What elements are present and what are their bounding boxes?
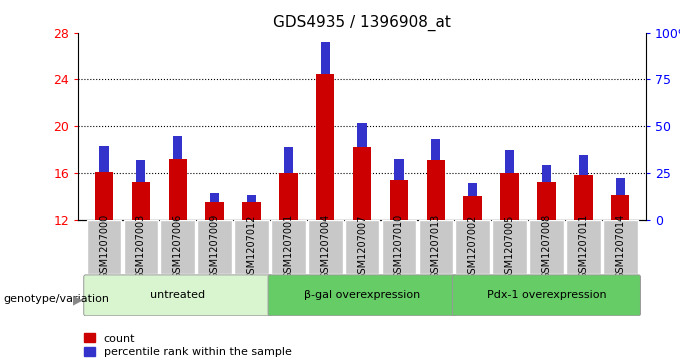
Bar (381, 220, 416, 274)
Bar (505, 150, 514, 173)
Bar (500, 173, 519, 220)
Bar (611, 195, 630, 220)
Text: GSM1207003: GSM1207003 (136, 214, 146, 280)
Text: GSM1207001: GSM1207001 (284, 214, 293, 280)
Bar (210, 193, 219, 202)
Title: GDS4935 / 1396908_at: GDS4935 / 1396908_at (273, 15, 451, 31)
Text: GSM1207013: GSM1207013 (431, 214, 441, 280)
Bar (316, 74, 335, 220)
Bar (279, 173, 298, 220)
Bar (132, 182, 150, 220)
Bar (205, 202, 224, 220)
Bar (136, 160, 146, 182)
Bar (468, 183, 477, 196)
Bar (160, 220, 195, 274)
Legend: count, percentile rank within the sample: count, percentile rank within the sample (84, 333, 292, 358)
Bar (464, 196, 482, 220)
Bar (542, 166, 551, 182)
Bar (345, 220, 379, 274)
FancyBboxPatch shape (452, 275, 641, 316)
Bar (456, 220, 490, 274)
Bar (247, 195, 256, 202)
Bar (394, 159, 403, 180)
Bar (234, 220, 269, 274)
Bar (537, 182, 556, 220)
Text: GSM1207006: GSM1207006 (173, 214, 183, 280)
Bar (603, 220, 638, 274)
Bar (271, 220, 306, 274)
Bar (358, 123, 367, 147)
Bar (574, 175, 592, 220)
Bar (124, 220, 158, 274)
Bar (284, 147, 293, 173)
Text: GSM1207004: GSM1207004 (320, 214, 330, 280)
Text: ▶: ▶ (73, 293, 83, 306)
Bar (99, 146, 109, 172)
Text: GSM1207014: GSM1207014 (615, 214, 625, 280)
Text: Pdx-1 overexpression: Pdx-1 overexpression (487, 290, 607, 300)
Text: GSM1207009: GSM1207009 (209, 214, 220, 280)
Text: β-gal overexpression: β-gal overexpression (304, 290, 420, 300)
FancyBboxPatch shape (268, 275, 456, 316)
Text: GSM1207002: GSM1207002 (468, 214, 478, 280)
FancyBboxPatch shape (84, 275, 272, 316)
Bar (492, 220, 527, 274)
Text: GSM1207000: GSM1207000 (99, 214, 109, 280)
Bar (566, 220, 600, 274)
Text: GSM1207005: GSM1207005 (505, 214, 515, 280)
Bar (242, 202, 260, 220)
Bar (169, 159, 187, 220)
Bar (197, 220, 232, 274)
Text: GSM1207011: GSM1207011 (578, 214, 588, 280)
Bar (579, 155, 588, 175)
Bar (390, 180, 408, 220)
Text: GSM1207012: GSM1207012 (246, 214, 256, 280)
Text: GSM1207007: GSM1207007 (357, 214, 367, 280)
Text: untreated: untreated (150, 290, 205, 300)
Bar (321, 42, 330, 74)
Bar (353, 147, 371, 220)
Bar (308, 220, 343, 274)
Text: GSM1207008: GSM1207008 (541, 214, 551, 280)
Bar (95, 172, 114, 220)
Text: genotype/variation: genotype/variation (3, 294, 109, 305)
Bar (173, 136, 182, 159)
Bar (529, 220, 564, 274)
Bar (431, 139, 441, 160)
Bar (426, 160, 445, 220)
Bar (86, 220, 121, 274)
Text: GSM1207010: GSM1207010 (394, 214, 404, 280)
Bar (615, 178, 625, 195)
Bar (418, 220, 453, 274)
